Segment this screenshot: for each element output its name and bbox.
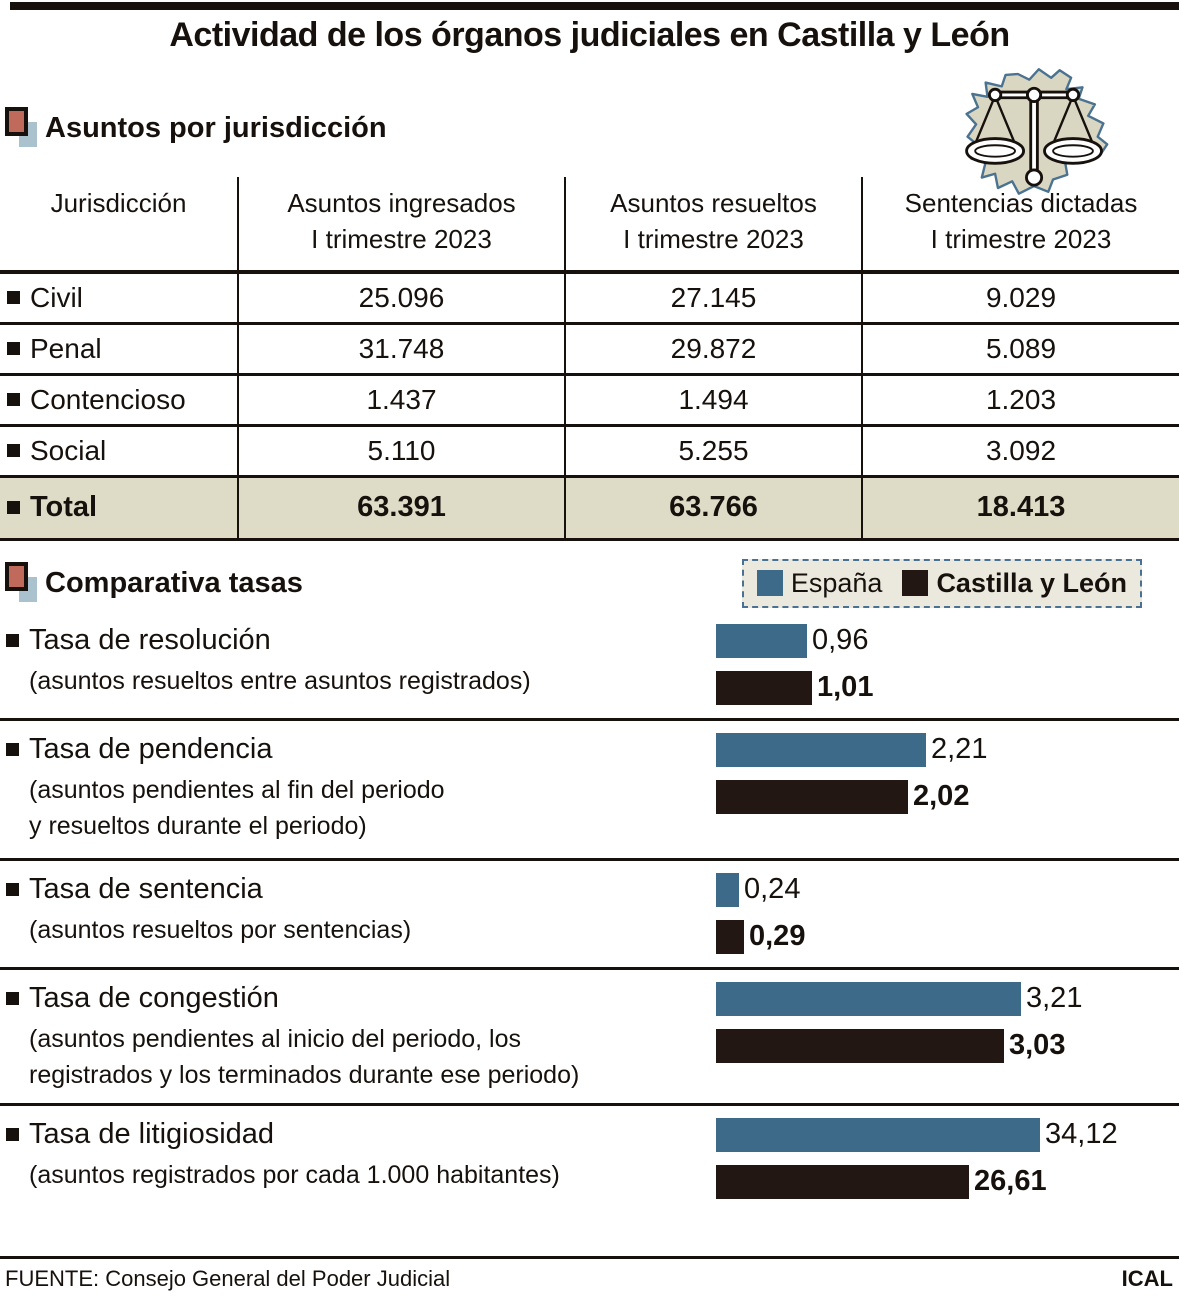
- section-heading-tasas: Comparativa tasas: [4, 560, 303, 606]
- table-row-penal: Penal 31.748 29.872 5.089: [0, 323, 1179, 376]
- bullet-red-square: [5, 107, 28, 136]
- scales-of-justice-map-icon: [959, 64, 1111, 198]
- section-bullet-icon: [4, 105, 40, 151]
- section-heading-label: Comparativa tasas: [45, 566, 303, 599]
- asuntos-table: Jurisdicción Asuntos ingresados I trimest…: [0, 177, 1179, 541]
- espana-bar: [716, 981, 1021, 1016]
- col-header-ingresados: Asuntos ingresados I trimestre 2023: [237, 177, 565, 272]
- espana-bar-value: 3,21: [1026, 982, 1083, 1015]
- castilla-bar: [716, 919, 744, 954]
- table-row-civil: Civil 25.096 27.145 9.029: [0, 271, 1179, 325]
- metric-description: (asuntos resueltos entre asuntos registr…: [29, 666, 531, 695]
- legend: España Castilla y León: [741, 558, 1142, 608]
- castilla-bar-value: 3,03: [1009, 1029, 1066, 1062]
- table-row-social: Social 5.110 5.255 3.092: [0, 425, 1179, 478]
- castilla-bar: [716, 1164, 969, 1199]
- metric-tasa-congestion: Tasa de congestión (asuntos pendientes a…: [0, 966, 1179, 1103]
- metric-name: Tasa de resolución: [29, 623, 271, 656]
- footer: FUENTE: Consejo General del Poder Judici…: [0, 1256, 1179, 1304]
- metric-name: Tasa de congestión: [29, 981, 279, 1014]
- table-header-row: Jurisdicción Asuntos ingresados I trimest…: [0, 177, 1179, 272]
- espana-bar-value: 0,96: [812, 624, 869, 657]
- metric-bullet-icon: [6, 1127, 19, 1141]
- castilla-bar-value: 26,61: [974, 1165, 1047, 1198]
- metric-name: Tasa de pendencia: [29, 732, 273, 765]
- metric-description: (asuntos registrados por cada 1.000 habi…: [29, 1160, 560, 1189]
- espana-bar-value: 0,24: [744, 873, 801, 906]
- row-bullet-icon: [7, 291, 20, 305]
- castilla-bar: [716, 1028, 1004, 1063]
- espana-bar-value: 2,21: [931, 733, 988, 766]
- legend-espana-swatch: [756, 570, 783, 597]
- metric-bullet-icon: [6, 991, 19, 1005]
- espana-bar-value: 34,12: [1045, 1118, 1118, 1151]
- legend-castilla-swatch: [902, 570, 929, 597]
- tasas-header-row: Comparativa tasas España Castilla y León: [0, 558, 1179, 608]
- table-row-total: Total 63.391 63.766 18.413: [0, 476, 1179, 541]
- castilla-bar-value: 1,01: [817, 671, 874, 704]
- castilla-bar-value: 0,29: [749, 920, 806, 953]
- agency-credit: ICAL: [1121, 1266, 1173, 1291]
- metric-bullet-icon: [6, 742, 19, 756]
- top-rule: [10, 2, 1179, 10]
- metric-tasa-resolucion: Tasa de resolución (asuntos resueltos en…: [0, 612, 1179, 718]
- castilla-bar-value: 2,02: [913, 780, 970, 813]
- section-bullet-icon: [4, 560, 40, 606]
- legend-castilla-label: Castilla y León: [936, 567, 1127, 598]
- castilla-bar: [716, 670, 812, 705]
- source-credit: FUENTE: Consejo General del Poder Judici…: [5, 1266, 451, 1291]
- metric-bullet-icon: [6, 882, 19, 896]
- espana-bar: [716, 872, 739, 907]
- row-bullet-icon: [7, 444, 20, 458]
- row-bullet-icon: [7, 501, 20, 515]
- row-bullet-icon: [7, 342, 20, 356]
- bullet-red-square: [5, 562, 28, 592]
- metric-description: (asuntos resueltos por sentencias): [29, 915, 412, 944]
- metric-name: Tasa de sentencia: [29, 872, 263, 905]
- metric-tasa-litigiosidad: Tasa de litigiosidad (asuntos registrado…: [0, 1102, 1179, 1212]
- page-title: Actividad de los órganos judiciales en C…: [169, 16, 1010, 54]
- metric-description: (asuntos pendientes al inicio del period…: [29, 1024, 580, 1090]
- col-header-resueltos: Asuntos resueltos I trimestre 2023: [564, 177, 862, 272]
- row-bullet-icon: [7, 393, 20, 407]
- castilla-bar: [716, 779, 908, 814]
- section-heading-label: Asuntos por jurisdicción: [45, 111, 387, 144]
- metric-tasa-sentencia: Tasa de sentencia (asuntos resueltos por…: [0, 857, 1179, 967]
- section-heading-asuntos: Asuntos por jurisdicción: [4, 105, 1179, 151]
- metric-name: Tasa de litigiosidad: [29, 1117, 275, 1150]
- table-row-contencioso: Contencioso 1.437 1.494 1.203: [0, 374, 1179, 427]
- espana-bar: [716, 1117, 1040, 1152]
- col-header-jurisdiccion: Jurisdicción: [50, 188, 187, 218]
- metric-tasa-pendencia: Tasa de pendencia (asuntos pendientes al…: [0, 717, 1179, 858]
- espana-bar: [716, 623, 807, 658]
- legend-espana-label: España: [790, 567, 883, 598]
- espana-bar: [716, 732, 926, 767]
- metric-bullet-icon: [6, 633, 19, 647]
- metric-description: (asuntos pendientes al fin del periodo y …: [29, 775, 445, 841]
